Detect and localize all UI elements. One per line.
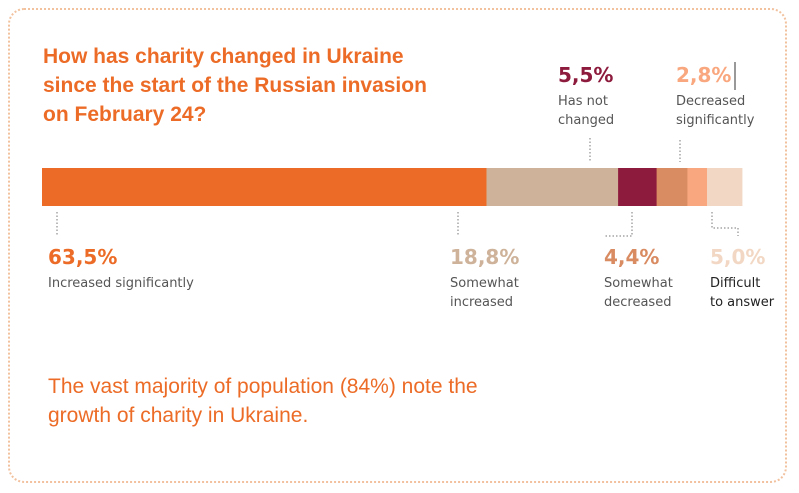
value-label: 5,5% xyxy=(558,63,613,87)
bar-segment-somewhat-increased xyxy=(486,168,619,206)
category-label: increased xyxy=(450,295,513,310)
label-group-increased-significantly: 63,5% Increased significantly xyxy=(48,212,194,291)
bar-segment-somewhat-decreased xyxy=(656,168,688,206)
card-frame xyxy=(8,8,787,483)
value-label: 5,0% xyxy=(710,245,765,269)
value-label: 18,8% xyxy=(450,245,519,269)
category-label: changed xyxy=(558,113,614,128)
category-label: Difficult xyxy=(710,276,760,291)
leader-line xyxy=(711,212,739,236)
category-label: Somewhat xyxy=(450,276,519,291)
label-group-somewhat-increased: 18,8% Somewhat increased xyxy=(450,212,519,310)
bar-segment-decreased-significantly xyxy=(687,168,708,206)
conclusion-text: The vast majority of population (84%) no… xyxy=(48,375,478,427)
bar-segment-has-not-changed xyxy=(618,168,657,206)
chart-title: How has charity changed in Ukraine since… xyxy=(43,45,427,126)
leader-line xyxy=(604,212,633,237)
category-label: significantly xyxy=(676,113,755,128)
bar-segment-difficult-to-answer xyxy=(707,168,743,206)
category-label: Decreased xyxy=(676,94,745,109)
label-group-somewhat-decreased: 4,4% Somewhat decreased xyxy=(604,212,673,310)
label-group-difficult-to-answer: 5,0% Difficult to answer xyxy=(710,212,775,310)
label-group-has-not-changed: 5,5% Has not changed xyxy=(558,63,614,162)
label-group-decreased-significantly: 2,8% Decreased significantly xyxy=(676,63,755,162)
value-label: 2,8% xyxy=(676,63,731,87)
value-label: 4,4% xyxy=(604,245,659,269)
value-label: 63,5% xyxy=(48,245,117,269)
bar-segment-increased-significantly xyxy=(42,168,487,206)
category-label: Increased significantly xyxy=(48,276,194,291)
category-label: decreased xyxy=(604,295,671,310)
category-label: to answer xyxy=(710,295,775,310)
category-label: Somewhat xyxy=(604,276,673,291)
category-label: Has not xyxy=(558,94,608,109)
